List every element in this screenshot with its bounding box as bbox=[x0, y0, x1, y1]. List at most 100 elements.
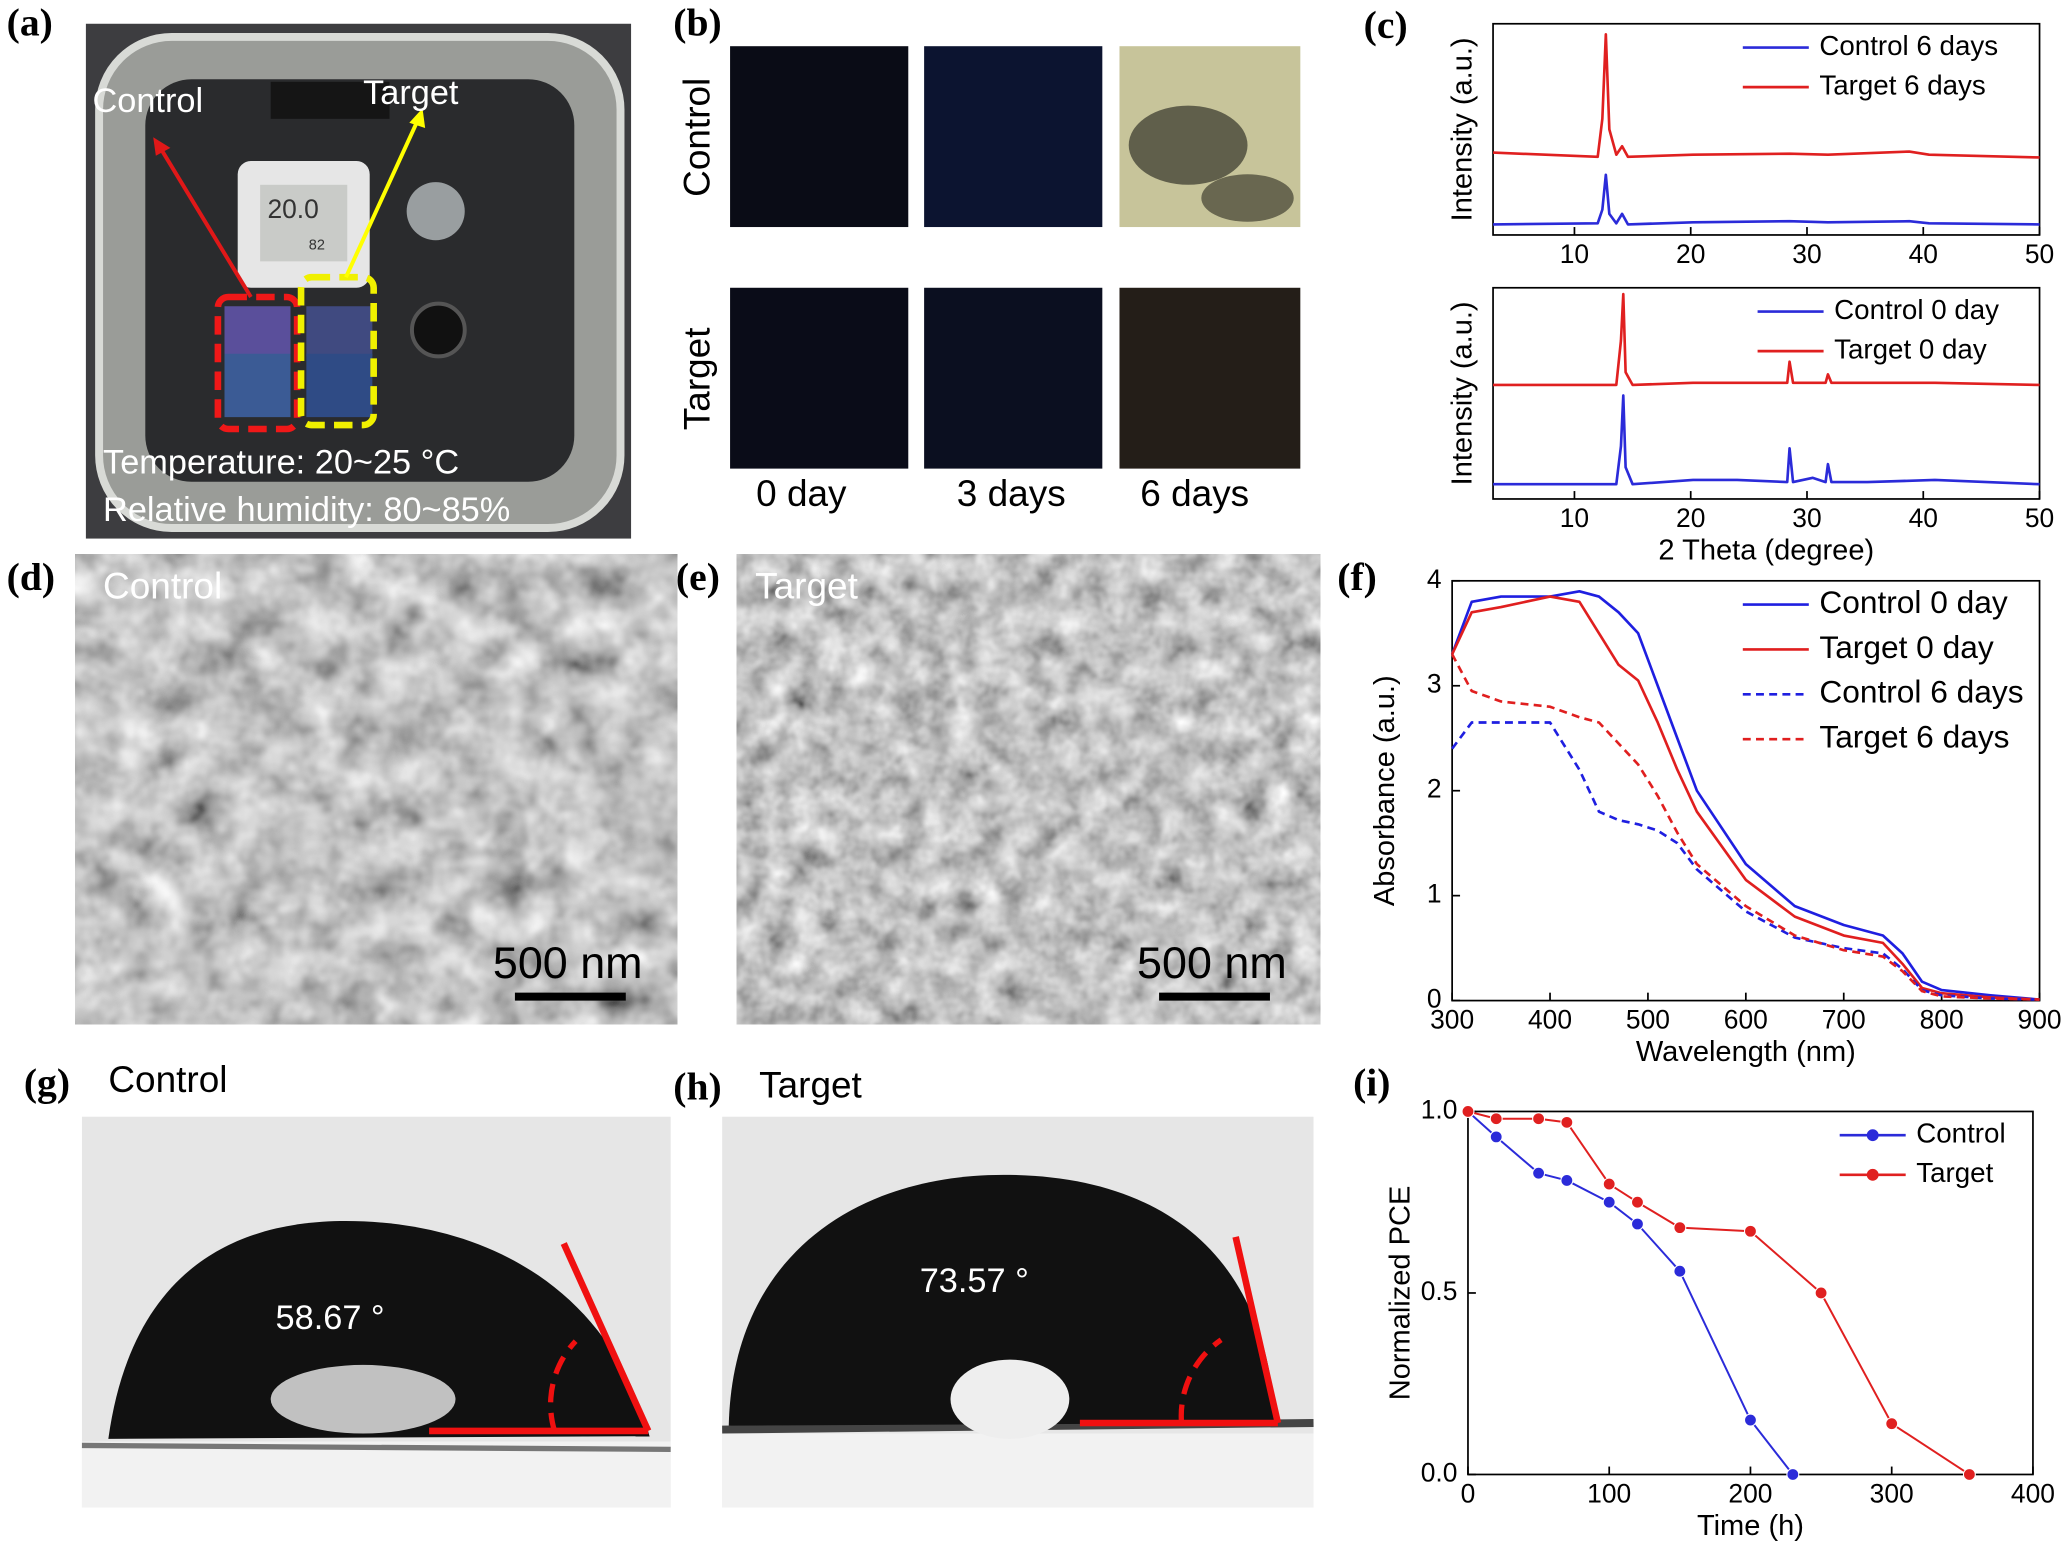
x-tick-label: 400 bbox=[1528, 1005, 1572, 1035]
panel-label: (h) bbox=[673, 1064, 721, 1108]
panel-g: 58.67 ° Control bbox=[81, 1059, 671, 1508]
tangent bbox=[1232, 1236, 1282, 1424]
latch bbox=[270, 81, 390, 119]
legend-label: Control 0 day bbox=[1819, 584, 2008, 620]
film bbox=[924, 287, 1103, 469]
film bbox=[1119, 287, 1301, 469]
droplet bbox=[728, 1174, 1276, 1426]
legend-label: Target 0 day bbox=[1819, 629, 1993, 665]
data-point bbox=[1489, 1112, 1503, 1126]
panel-label: (a) bbox=[7, 0, 53, 44]
control-box bbox=[214, 293, 301, 433]
device-control-film bbox=[224, 353, 291, 418]
x-tick-label: 30 bbox=[1792, 239, 1821, 269]
droplet bbox=[108, 1221, 650, 1439]
angle-arc bbox=[1178, 1337, 1223, 1424]
y-tick-label: 3 bbox=[1427, 669, 1442, 699]
x-tick-label: 0 bbox=[1461, 1479, 1476, 1509]
angle-arc bbox=[548, 1339, 578, 1432]
panel-a: 20.0 82 Control Target Temperature: 20~2… bbox=[85, 23, 632, 539]
data-point bbox=[1743, 1413, 1757, 1427]
arrowhead bbox=[153, 137, 171, 156]
legend-label: Target 6 days bbox=[1819, 69, 1985, 100]
device-target bbox=[306, 306, 373, 357]
column-label: 6 days bbox=[1140, 473, 1249, 514]
x-tick-label: 30 bbox=[1792, 503, 1821, 533]
x-tick-label: 300 bbox=[1870, 1479, 1914, 1509]
y-tick-label: 0 bbox=[1427, 984, 1442, 1014]
display-rh: 82 bbox=[309, 237, 325, 253]
vial bbox=[406, 182, 465, 241]
data-point bbox=[1814, 1286, 1828, 1300]
data-point bbox=[1560, 1115, 1574, 1129]
degradation bbox=[1201, 174, 1294, 222]
x-tick-label: 700 bbox=[1822, 1005, 1866, 1035]
row-label: Control bbox=[676, 78, 717, 197]
series-line bbox=[1450, 595, 2040, 1001]
data-point bbox=[1962, 1468, 1976, 1481]
x-tick-label: 50 bbox=[2025, 239, 2054, 269]
panel-label: (c) bbox=[1364, 3, 1408, 47]
panel-h: 73.57 ° Target bbox=[722, 1064, 1314, 1508]
legend-marker bbox=[1866, 1168, 1879, 1181]
control-label: Control bbox=[92, 82, 203, 120]
column-label: 0 day bbox=[756, 473, 847, 514]
x-axis-label: 2 Theta (degree) bbox=[1658, 534, 1874, 566]
target-box bbox=[297, 273, 377, 429]
panel-label: (i) bbox=[1353, 1060, 1390, 1104]
data-point bbox=[1673, 1264, 1687, 1278]
legend-label: Control bbox=[1916, 1118, 2005, 1149]
legend-label: Control 6 days bbox=[1819, 674, 2023, 710]
data-point bbox=[1630, 1195, 1644, 1209]
panel-label: (b) bbox=[673, 0, 721, 44]
data-point bbox=[1489, 1130, 1503, 1144]
y-tick-label: 2 bbox=[1427, 774, 1442, 804]
column-label: 3 days bbox=[957, 473, 1066, 514]
y-tick-label: 4 bbox=[1427, 564, 1442, 594]
substrate bbox=[722, 1433, 1314, 1508]
target-arrow bbox=[344, 120, 420, 279]
reflection bbox=[950, 1359, 1070, 1439]
x-tick-label: 600 bbox=[1724, 1005, 1768, 1035]
sample-label: Target bbox=[759, 1064, 862, 1105]
plot-frame bbox=[1467, 1110, 2034, 1476]
data-point bbox=[1786, 1468, 1800, 1481]
x-tick-label: 20 bbox=[1676, 503, 1705, 533]
series-line bbox=[1492, 33, 2040, 159]
x-tick-label: 20 bbox=[1676, 239, 1705, 269]
device-target-film bbox=[306, 353, 373, 418]
y-tick-label: 0.0 bbox=[1421, 1457, 1458, 1487]
data-point bbox=[1630, 1217, 1644, 1231]
angle-label: 58.67 ° bbox=[276, 1299, 385, 1337]
y-axis-label: Intensity (a.u.) bbox=[1447, 301, 1479, 485]
x-tick-label: 400 bbox=[2011, 1479, 2055, 1509]
legend-label: Control 0 day bbox=[1834, 294, 1999, 325]
x-tick-label: 500 bbox=[1626, 1005, 1670, 1035]
angle-label: 73.57 ° bbox=[920, 1262, 1029, 1300]
y-axis-label: Absorbance (a.u.) bbox=[1369, 675, 1401, 906]
reflection bbox=[270, 1364, 456, 1434]
x-tick-label: 300 bbox=[1430, 1005, 1474, 1035]
series-line bbox=[1450, 589, 2040, 1001]
y-tick-label: 1.0 bbox=[1421, 1094, 1458, 1124]
film bbox=[730, 287, 909, 469]
film bbox=[730, 46, 909, 228]
data-point bbox=[1532, 1112, 1546, 1126]
temperature: Temperature: 20~25 °C bbox=[103, 444, 459, 482]
sample-label: Control bbox=[108, 1059, 227, 1100]
device-control bbox=[224, 306, 291, 357]
display-temp: 20.0 bbox=[267, 194, 318, 224]
series-line bbox=[1493, 394, 2040, 486]
humidity: Relative humidity: 80~85% bbox=[103, 491, 510, 529]
series-line bbox=[1493, 292, 2040, 387]
x-tick-label: 10 bbox=[1560, 239, 1589, 269]
legend-label: Target 6 days bbox=[1819, 719, 2009, 755]
panel-label: (g) bbox=[24, 1060, 70, 1104]
knob bbox=[409, 301, 467, 359]
sem-image bbox=[75, 554, 678, 1025]
legend-marker bbox=[1866, 1129, 1879, 1142]
arrowhead bbox=[409, 108, 426, 129]
sample-label: Target bbox=[755, 566, 858, 607]
